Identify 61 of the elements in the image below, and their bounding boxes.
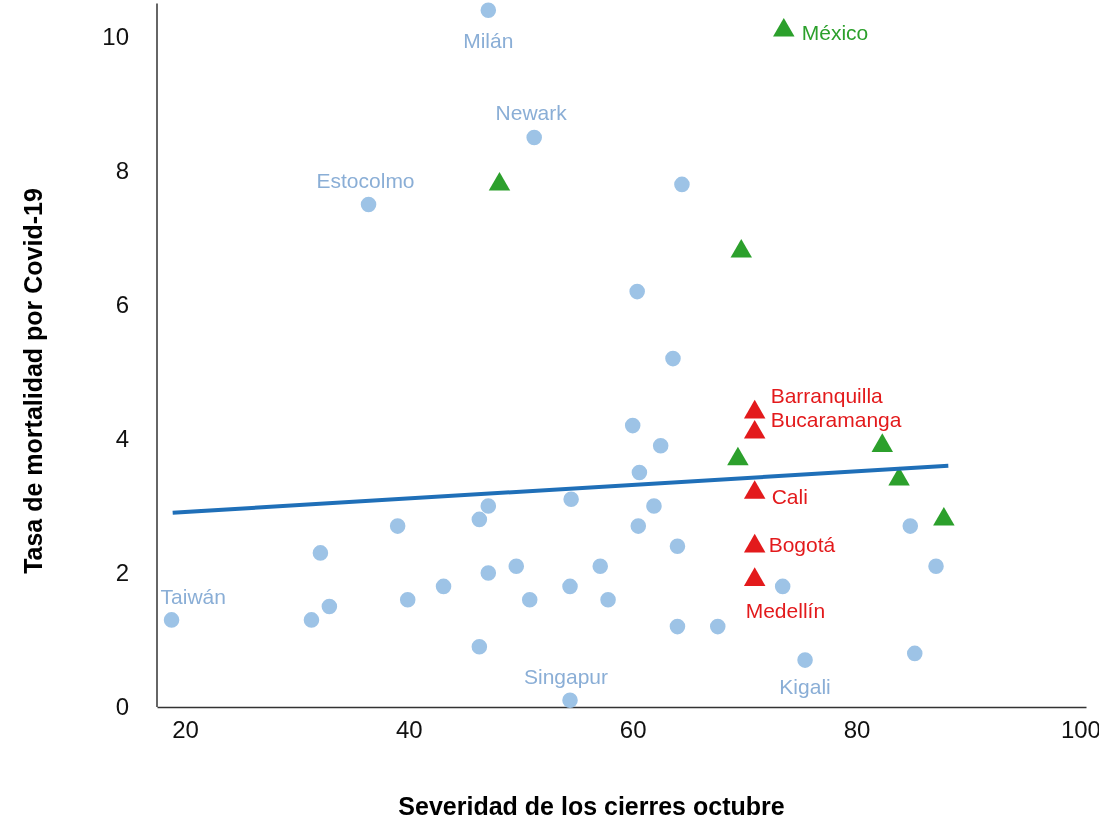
point — [399, 592, 416, 608]
annotation: Taiwán — [160, 585, 226, 609]
point — [562, 578, 578, 595]
annotation: México — [801, 20, 869, 44]
annotation: Milán — [463, 28, 514, 52]
point — [435, 578, 452, 595]
point — [774, 578, 791, 595]
y-tick-label: 6 — [115, 291, 129, 319]
point — [797, 652, 813, 668]
point — [906, 645, 923, 662]
annotation: Newark — [495, 100, 568, 124]
x-tick-label: 40 — [395, 716, 423, 744]
annotation: Singapur — [523, 664, 609, 688]
x-tick-label: 20 — [172, 716, 199, 744]
point — [669, 618, 686, 635]
y-tick-label: 10 — [102, 23, 129, 51]
point — [303, 612, 320, 628]
annotation: Medellín — [745, 599, 826, 623]
annotation: Cali — [771, 484, 808, 508]
point — [902, 518, 919, 534]
y-tick-label: 2 — [115, 559, 129, 587]
point — [312, 545, 329, 561]
point — [652, 437, 669, 454]
annotation: Barranquilla — [770, 383, 884, 407]
point — [629, 283, 645, 300]
x-tick-label: 60 — [619, 716, 647, 744]
y-axis-title: Tasa de mortalidad por Covid-19 — [19, 188, 47, 574]
point — [480, 2, 497, 18]
annotation: Bucaramanga — [770, 407, 902, 431]
point — [163, 612, 180, 628]
point — [631, 464, 648, 481]
point — [480, 498, 497, 514]
y-tick-label: 8 — [115, 157, 129, 185]
annotation: Bogotá — [768, 532, 836, 556]
point — [471, 638, 488, 655]
point — [321, 598, 338, 615]
point — [471, 511, 488, 528]
point — [646, 498, 662, 514]
point — [508, 558, 525, 575]
point — [526, 129, 542, 146]
point — [665, 350, 681, 367]
point — [480, 565, 497, 581]
x-axis-title: Severidad de los cierres octubre — [398, 792, 785, 820]
point — [674, 176, 690, 193]
point — [928, 558, 944, 575]
point — [562, 692, 578, 709]
point — [389, 518, 406, 534]
point — [709, 618, 726, 635]
point — [563, 491, 579, 508]
point — [624, 417, 641, 434]
y-tick-label: 4 — [115, 425, 129, 453]
annotation: Kigali — [779, 675, 831, 699]
point — [592, 558, 609, 575]
point — [600, 592, 616, 608]
point — [360, 196, 377, 213]
annotation: Estocolmo — [316, 168, 415, 192]
x-tick-label: 80 — [843, 716, 871, 744]
point — [630, 518, 647, 534]
point — [669, 538, 686, 554]
y-tick-label: 0 — [115, 693, 129, 721]
point — [521, 592, 538, 608]
